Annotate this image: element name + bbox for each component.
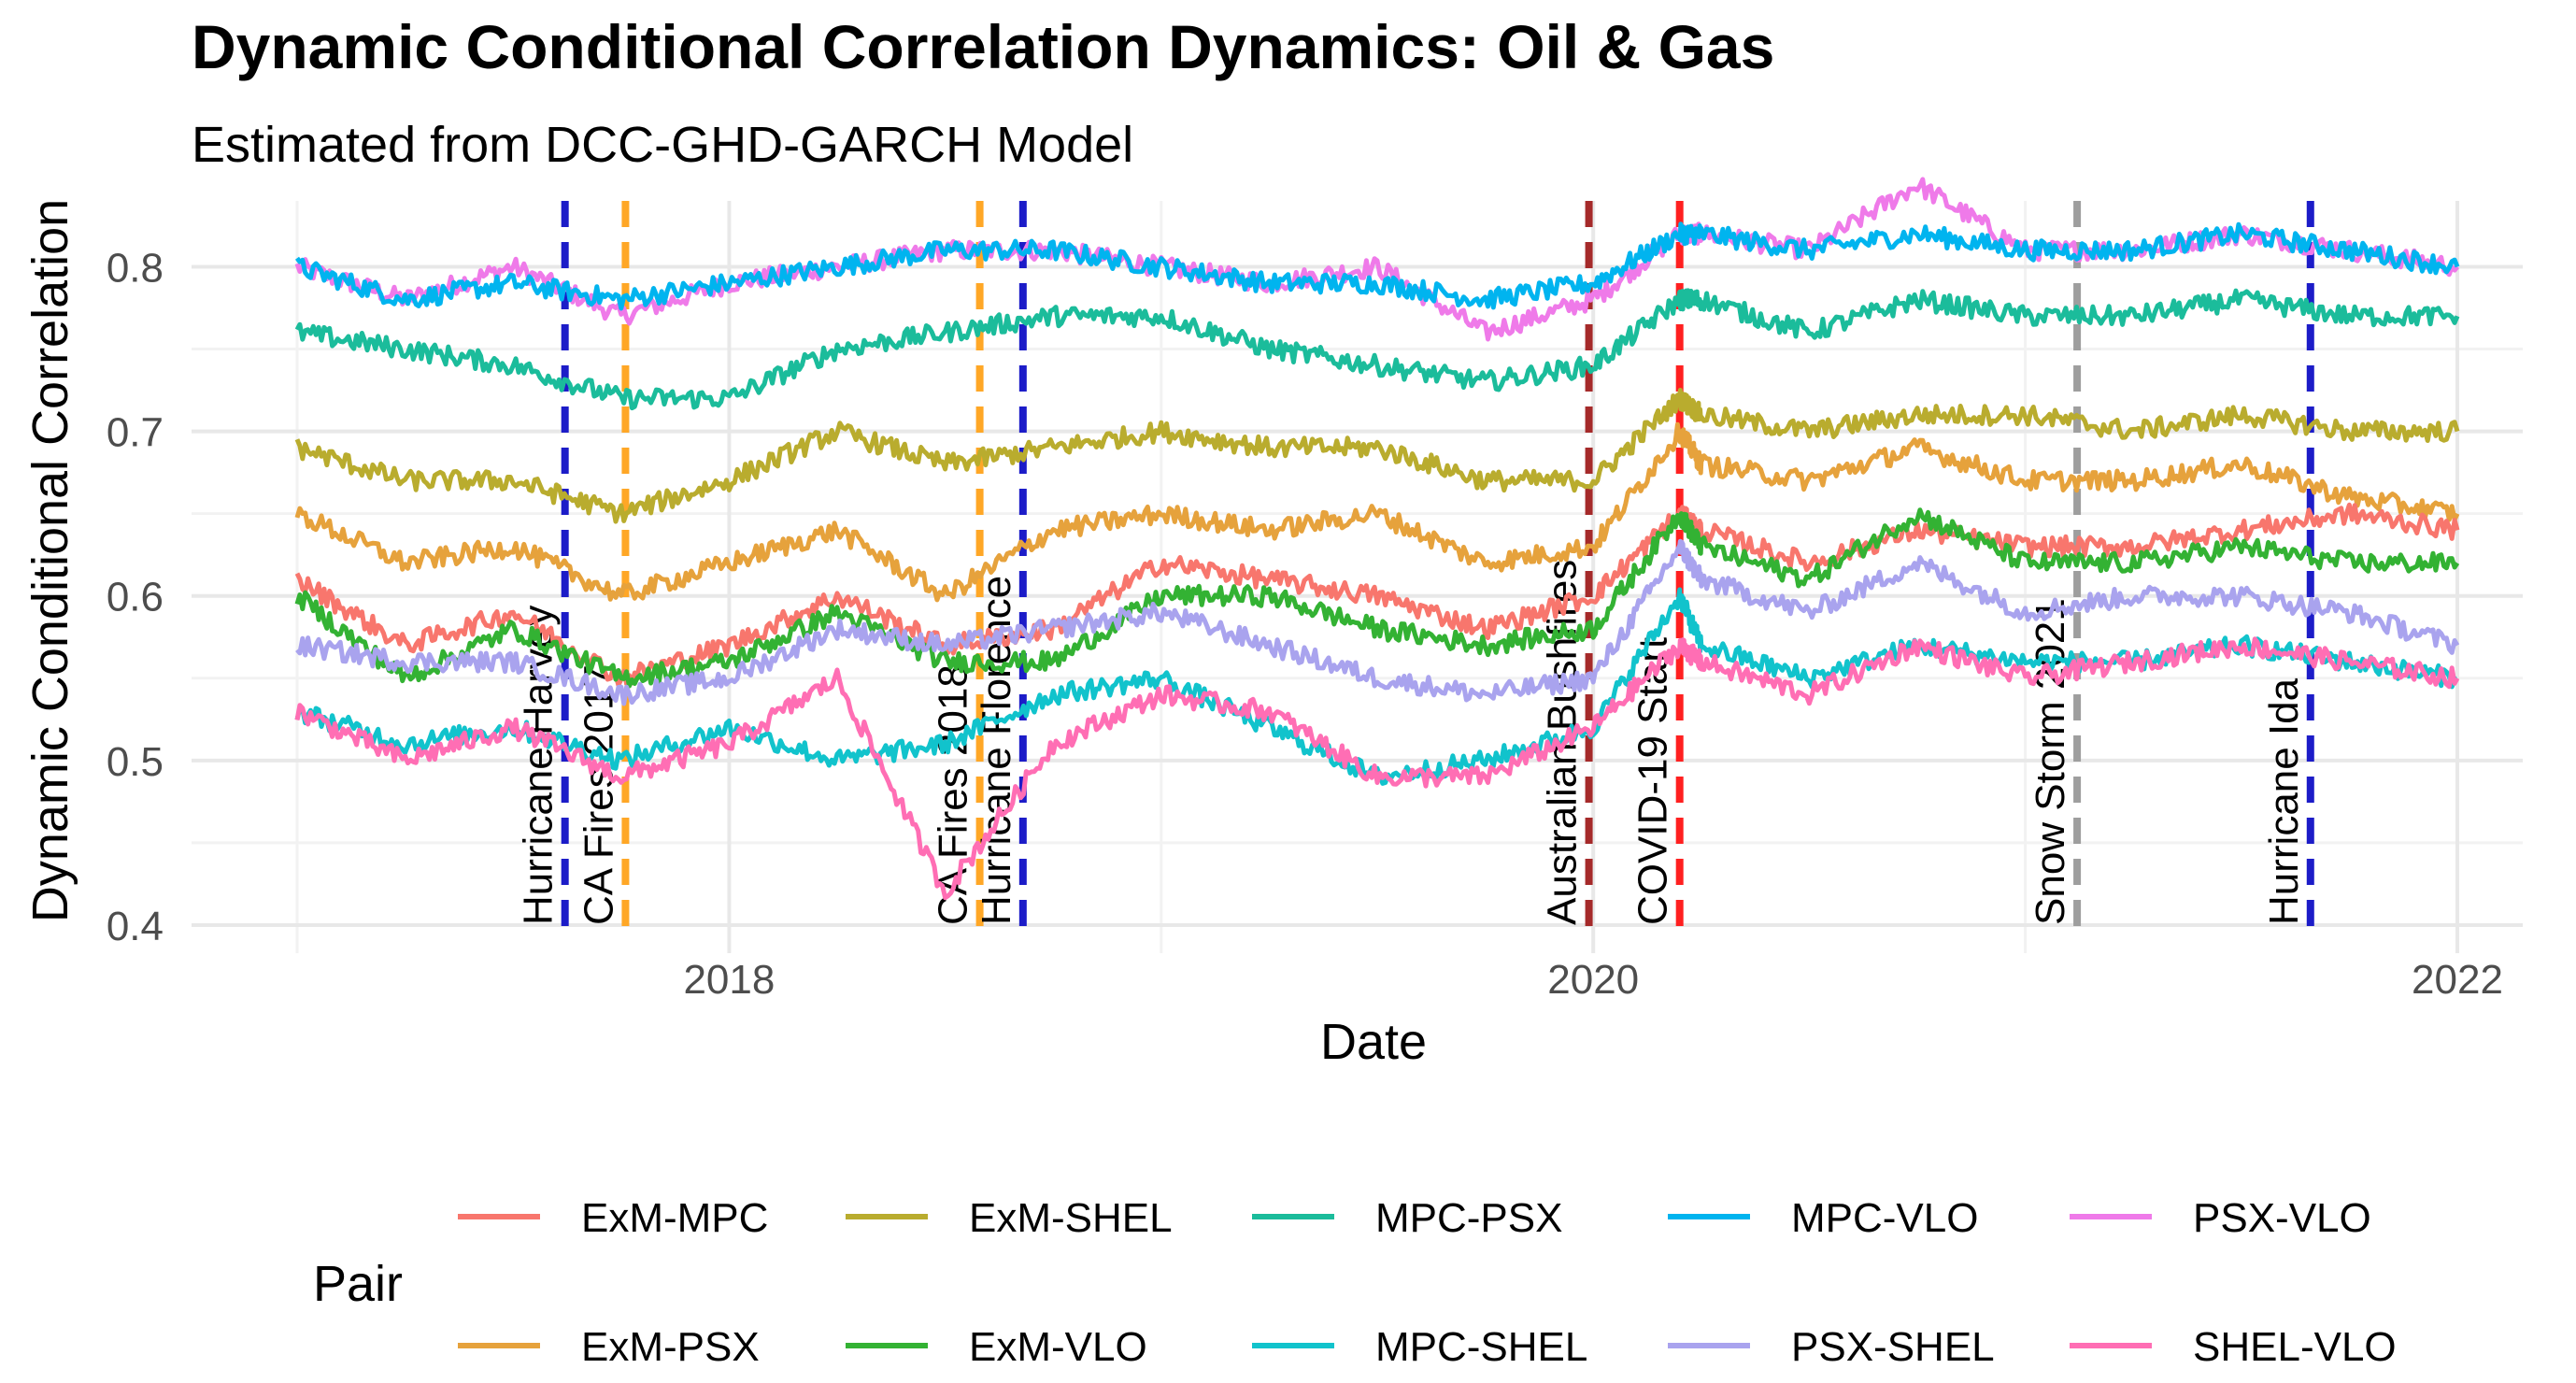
x-tick-label: 2020: [1547, 957, 1639, 1003]
series-line-exm-psx: [294, 421, 2460, 603]
legend-label: PSX-VLO: [2193, 1195, 2371, 1241]
axis-ticks: 0.4 0.5 0.6 0.7 0.8 2018 2020 2022: [107, 245, 2503, 1003]
y-tick-label: 0.8: [107, 245, 164, 291]
event-label: Snow Storm 2021: [2028, 598, 2073, 925]
series-line-exm-vlo: [294, 507, 2460, 689]
x-axis-label: Date: [1320, 1014, 1427, 1070]
event-label: Hurricane Ida: [2261, 677, 2307, 925]
legend-label: MPC-PSX: [1375, 1195, 1562, 1241]
legend-label: MPC-VLO: [1791, 1195, 1978, 1241]
y-tick-label: 0.5: [107, 739, 164, 785]
series-line-exm-mpc: [294, 502, 2460, 688]
legend-label: PSX-SHEL: [1791, 1324, 1995, 1370]
x-tick-label: 2022: [2412, 957, 2503, 1003]
series-line-exm-shel: [294, 388, 2460, 524]
legend-label: ExM-SHEL: [969, 1195, 1173, 1241]
y-tick-label: 0.6: [107, 575, 164, 620]
legend-label: SHEL-VLO: [2193, 1324, 2397, 1370]
y-tick-label: 0.7: [107, 410, 164, 456]
series-lines: [294, 177, 2460, 901]
legend-label: ExM-VLO: [969, 1324, 1147, 1370]
series-line-psx-shel: [295, 538, 2460, 706]
series-line-shel-vlo: [294, 636, 2460, 901]
event-label: Hurricane Florence: [974, 576, 1019, 925]
chart-subtitle: Estimated from DCC-GHD-GARCH Model: [192, 117, 1133, 173]
legend-label: MPC-SHEL: [1375, 1324, 1587, 1370]
legend: Pair ExM-MPC ExM-SHEL MPC-PSX MPC-VLO PSX-VL…: [313, 1195, 2397, 1370]
legend-title: Pair: [313, 1256, 403, 1312]
y-tick-label: 0.4: [107, 904, 164, 949]
event-label: CA Fires 2017: [576, 664, 621, 925]
event-label: Hurricane Harvey: [516, 606, 562, 925]
series-line-mpc-vlo: [294, 221, 2460, 311]
chart-title: Dynamic Conditional Correlation Dynamics…: [192, 12, 1774, 81]
x-tick-label: 2018: [683, 957, 775, 1003]
y-axis-label: Dynamic Conditional Correlation: [22, 199, 78, 922]
legend-label: ExM-MPC: [581, 1195, 768, 1241]
legend-label: ExM-PSX: [581, 1324, 760, 1370]
series-line-mpc-psx: [294, 288, 2460, 411]
